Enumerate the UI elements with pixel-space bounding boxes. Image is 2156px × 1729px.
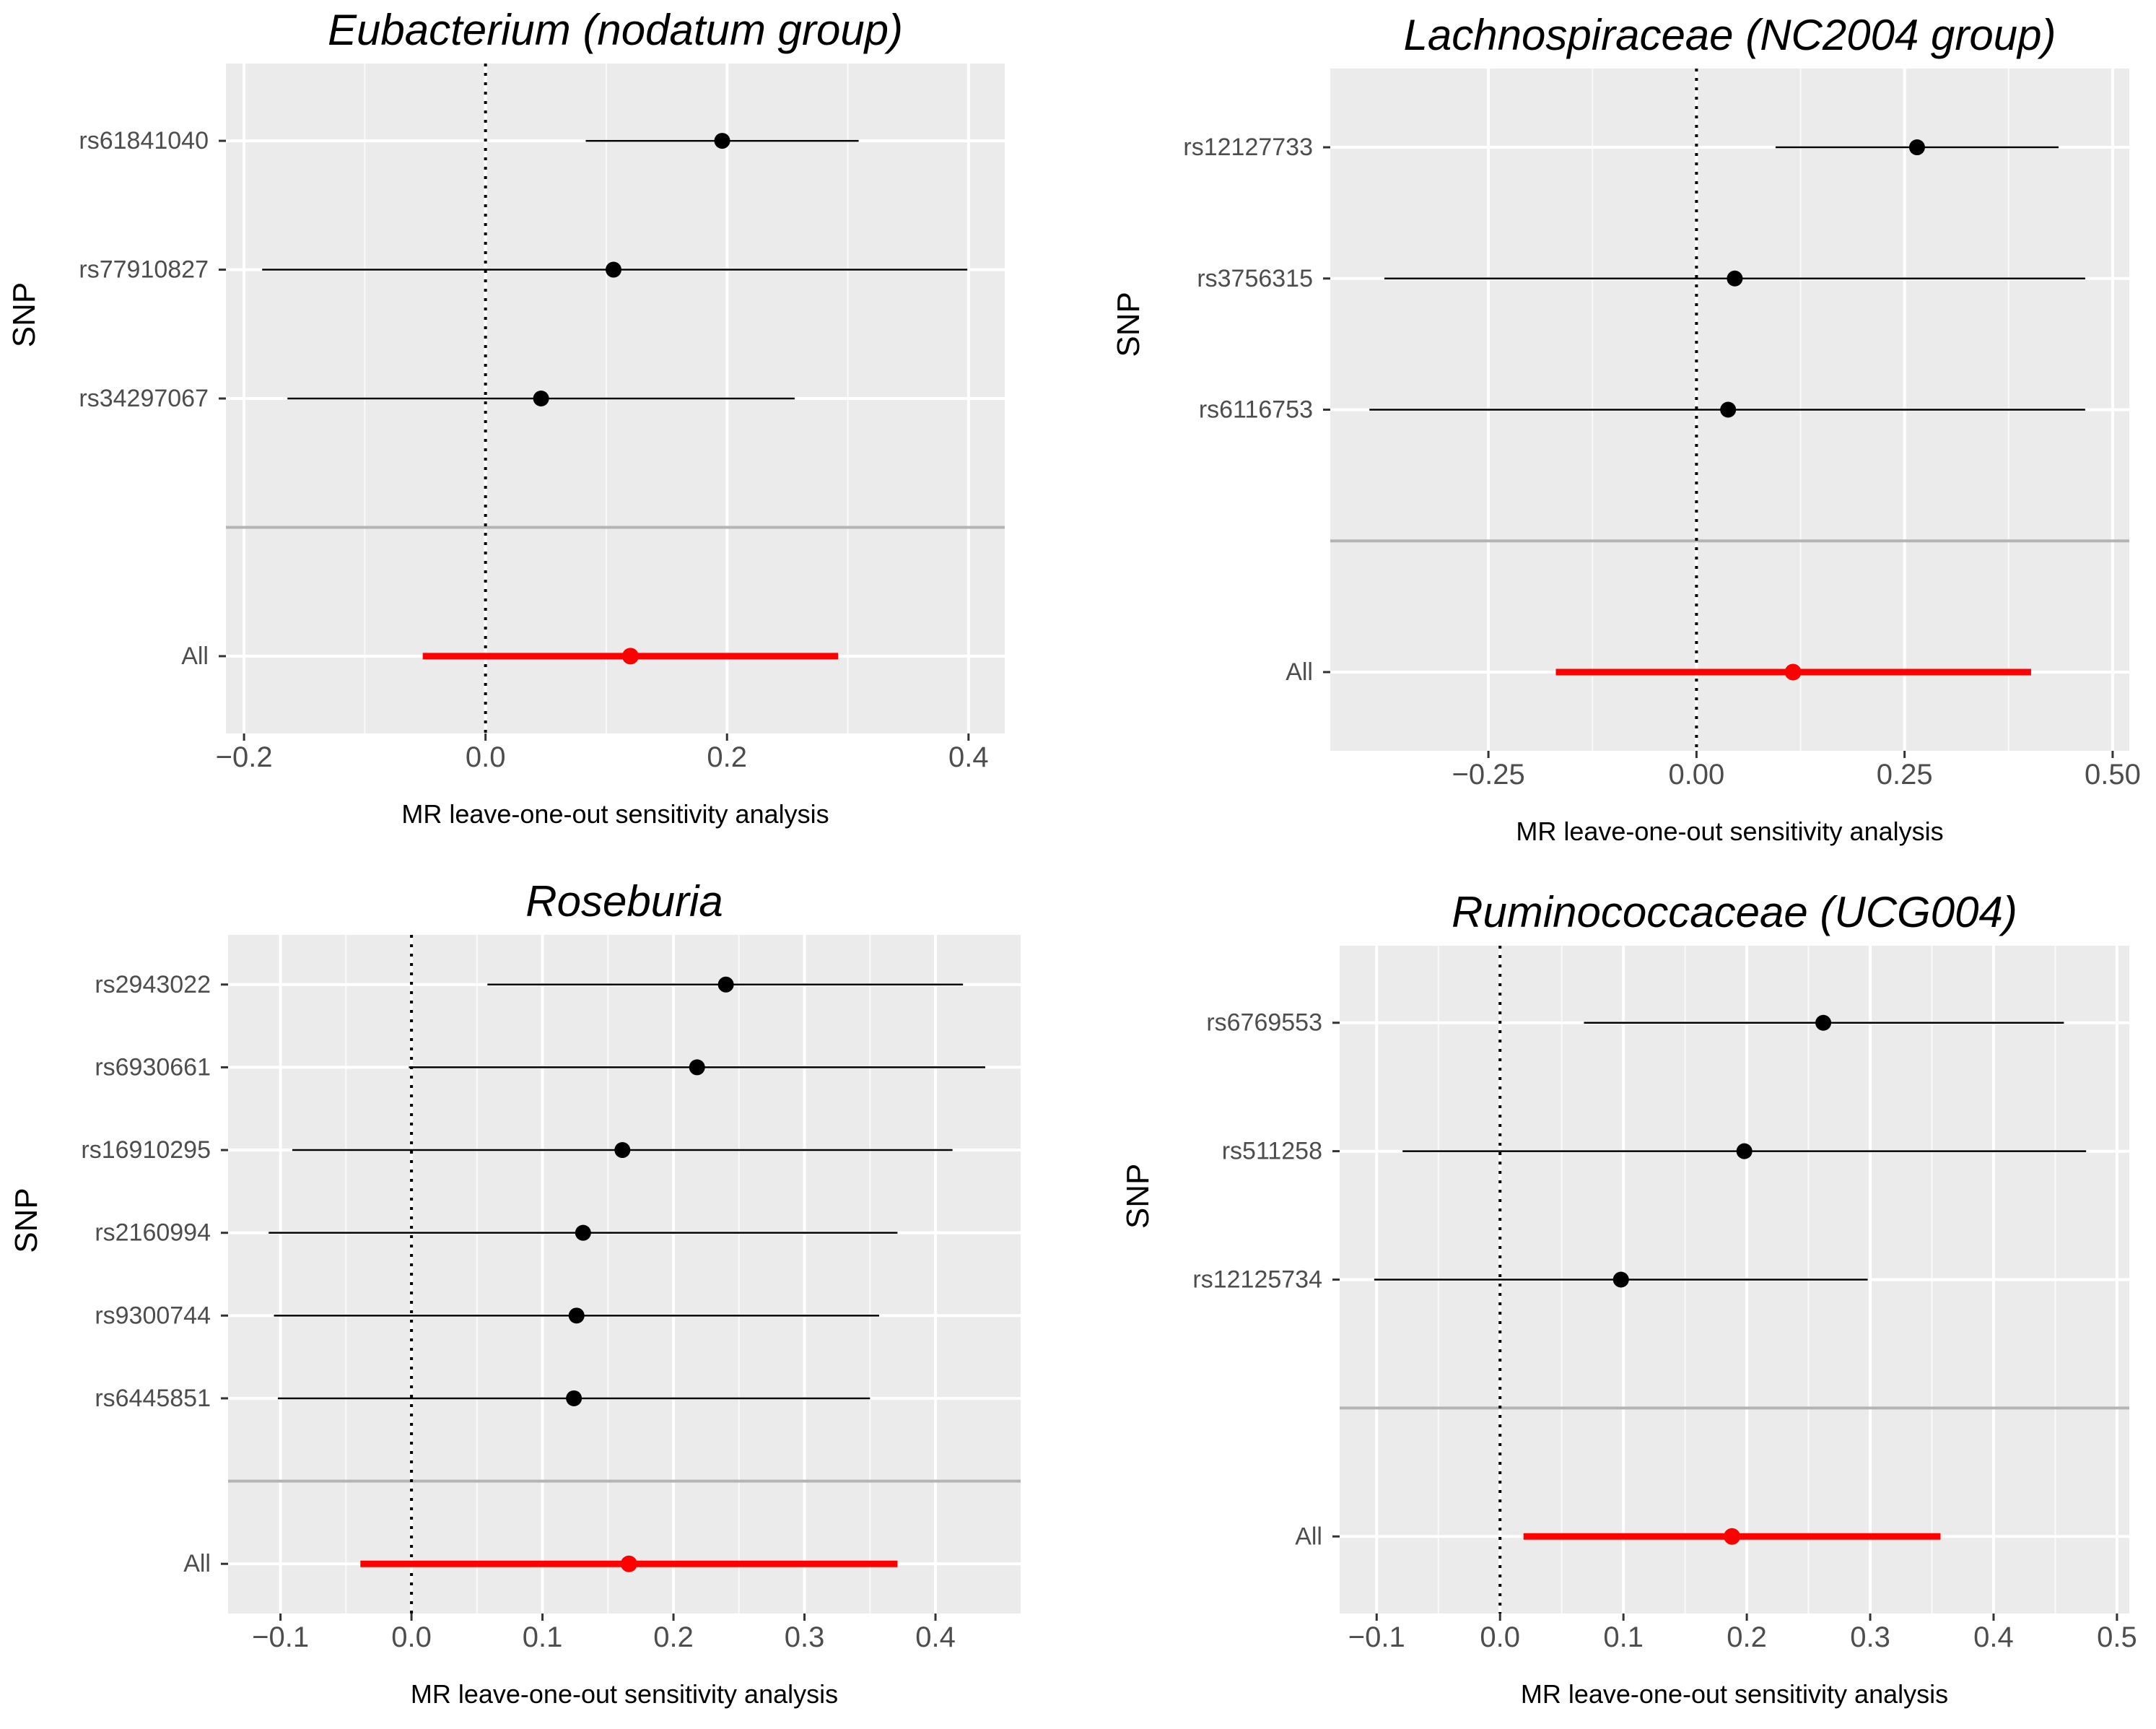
snp-point (714, 133, 730, 149)
x-tick-label: −0.1 (1348, 1621, 1405, 1653)
overall-label: All (183, 1550, 211, 1577)
snp-label: rs34297067 (79, 385, 209, 412)
overall-label: All (1286, 658, 1313, 686)
forest-panel: rs61841040 rs77910827 rs34297067 All −0.2 0.0… (6, 6, 1005, 829)
y-axis-label: SNP (9, 1188, 44, 1253)
x-tick-label: −0.2 (216, 741, 273, 773)
x-tick-label: 0.0 (391, 1621, 432, 1653)
forest-panel: rs2943022 rs6930661 rs16910295 rs2160994 rs9… (9, 877, 1021, 1709)
overall-point (621, 648, 639, 665)
x-tick-label: −0.25 (1452, 759, 1524, 791)
snp-label: rs16910295 (81, 1136, 211, 1164)
snp-point (1815, 1014, 1832, 1031)
snp-label: rs6769553 (1206, 1009, 1322, 1037)
forest-panel: rs6769553 rs511258 rs12125734 All −0.1 0.0 0.1… (1120, 888, 2137, 1709)
x-tick-label: 0.3 (785, 1621, 825, 1653)
x-tick-label: 0.50 (2085, 759, 2141, 791)
overall-point (1724, 1528, 1741, 1545)
y-axis-label: SNP (6, 282, 42, 347)
overall-point (1784, 663, 1802, 681)
overall-label: All (181, 643, 209, 670)
snp-label: rs6445851 (95, 1385, 211, 1412)
x-tick-label: 0.00 (1668, 759, 1724, 791)
snp-label: rs12127733 (1183, 134, 1313, 161)
y-axis-label: SNP (1111, 292, 1146, 357)
x-tick-label: 0.4 (1973, 1621, 2014, 1653)
forest-panel: rs12127733 rs3756315 rs6116753 All −0.25 0.00… (1111, 11, 2141, 846)
snp-label: rs9300744 (95, 1302, 211, 1329)
x-tick-label: 0.2 (1727, 1621, 1767, 1653)
overall-label: All (1295, 1523, 1322, 1550)
snp-point (1908, 139, 1925, 156)
snp-point (575, 1224, 591, 1241)
snp-point (566, 1390, 582, 1406)
x-axis-label: MR leave-one-out sensitivity analysis (1521, 1679, 1948, 1709)
x-tick-label: 0.25 (1877, 759, 1933, 791)
x-axis-label: MR leave-one-out sensitivity analysis (411, 1679, 838, 1709)
x-tick-label: 0.2 (653, 1621, 694, 1653)
x-axis-label: MR leave-one-out sensitivity analysis (401, 799, 829, 829)
x-tick-label: 0.0 (466, 741, 506, 773)
x-tick-label: 0.0 (1480, 1621, 1520, 1653)
x-tick-label: 0.5 (2097, 1621, 2137, 1653)
x-tick-label: 0.1 (1603, 1621, 1644, 1653)
snp-label: rs2943022 (95, 971, 211, 998)
snp-point (689, 1059, 705, 1076)
x-tick-label: 0.2 (707, 741, 747, 773)
panel-title: Ruminococcaceae (UCG004) (1452, 888, 2017, 936)
panel-background (228, 935, 1021, 1613)
snp-point (1727, 270, 1743, 287)
x-tick-label: 0.1 (523, 1621, 563, 1653)
y-axis-label: SNP (1120, 1164, 1156, 1229)
snp-point (717, 976, 734, 993)
snp-point (1612, 1271, 1629, 1288)
snp-point (1720, 401, 1737, 418)
panel-title: Eubacterium (nodatum group) (328, 6, 903, 54)
snp-point (614, 1142, 631, 1159)
snp-point (533, 391, 549, 406)
panel-title: Roseburia (525, 877, 723, 926)
snp-label: rs2160994 (95, 1219, 211, 1247)
snp-label: rs6930661 (95, 1053, 211, 1081)
snp-point (1736, 1143, 1753, 1159)
snp-label: rs61841040 (79, 127, 209, 154)
overall-point (620, 1555, 637, 1572)
x-tick-label: 0.4 (915, 1621, 956, 1653)
x-axis-label: MR leave-one-out sensitivity analysis (1516, 816, 1943, 846)
snp-label: rs77910827 (79, 256, 209, 284)
x-tick-label: 0.3 (1850, 1621, 1890, 1653)
snp-label: rs3756315 (1197, 265, 1313, 292)
snp-label: rs6116753 (1199, 396, 1313, 424)
snp-label: rs12125734 (1192, 1266, 1322, 1294)
snp-point (605, 261, 621, 278)
panel-title: Lachnospiraceae (NC2004 group) (1404, 11, 2056, 59)
x-tick-label: 0.4 (948, 741, 989, 773)
snp-point (568, 1307, 585, 1324)
snp-label: rs511258 (1222, 1138, 1322, 1165)
x-tick-label: −0.1 (252, 1621, 309, 1653)
